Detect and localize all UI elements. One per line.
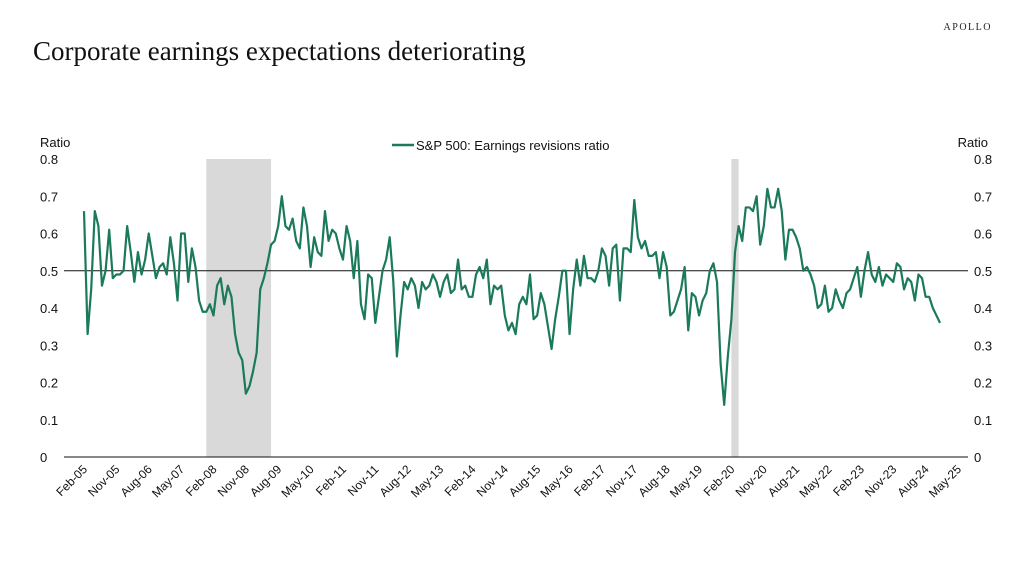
y-axis-right-label: Ratio [958, 135, 988, 150]
x-tick-label: May-22 [796, 462, 834, 500]
y-tick-right-label: 0.7 [974, 189, 992, 204]
x-tick-label: May-16 [537, 462, 575, 500]
y-tick-left-label: 0.8 [40, 152, 58, 167]
y-tick-left-label: 0.7 [40, 189, 58, 204]
y-tick-right-label: 0 [974, 450, 981, 465]
x-tick-label: May-07 [149, 462, 187, 500]
y-tick-left-label: 0.5 [40, 264, 58, 279]
x-tick-label: Nov-20 [733, 462, 770, 499]
x-tick-label: May-13 [408, 462, 446, 500]
y-tick-left-label: 0.1 [40, 413, 58, 428]
legend: S&P 500: Earnings revisions ratio [392, 138, 609, 153]
x-tick-label: Nov-14 [474, 462, 511, 499]
x-tick-label: Aug-15 [506, 462, 543, 499]
x-tick-label: Aug-18 [636, 462, 673, 499]
x-tick-label: Aug-24 [894, 462, 931, 499]
x-tick-label: May-10 [279, 462, 317, 500]
x-axis-ticks: Feb-05Nov-05Aug-06May-07Feb-08Nov-08Aug-… [53, 462, 964, 500]
y-tick-right-label: 0.6 [974, 227, 992, 242]
y-tick-left-label: 0.3 [40, 338, 58, 353]
y-tick-right-label: 0.8 [974, 152, 992, 167]
x-tick-label: Feb-08 [183, 462, 220, 499]
y-tick-right-label: 0.2 [974, 376, 992, 391]
y-tick-left-label: 0.6 [40, 227, 58, 242]
x-tick-label: May-19 [667, 462, 705, 500]
y-axis-right-ticks: 0 0.1 0.2 0.3 0.4 0.5 0.6 0.7 0.8 [974, 152, 992, 465]
y-tick-left-label: 0.4 [40, 301, 58, 316]
recession-shading [206, 159, 739, 457]
y-tick-right-label: 0.1 [974, 413, 992, 428]
x-tick-label: Feb-23 [830, 462, 867, 499]
x-tick-label: Feb-11 [313, 462, 349, 498]
x-tick-label: Aug-21 [765, 462, 802, 499]
x-tick-label: Aug-12 [377, 462, 414, 499]
y-tick-right-label: 0.3 [974, 338, 992, 353]
x-tick-label: Nov-08 [215, 462, 252, 499]
y-axis-left-label: Ratio [40, 135, 70, 150]
y-tick-left-label: 0 [40, 450, 47, 465]
x-tick-label: Feb-20 [701, 462, 738, 499]
brand-logo: APOLLO [943, 22, 992, 33]
shaded-period-1 [731, 159, 739, 457]
x-tick-label: Aug-06 [118, 462, 155, 499]
y-tick-right-label: 0.4 [974, 301, 992, 316]
x-tick-label: Feb-05 [53, 462, 90, 499]
y-tick-left-label: 0.2 [40, 376, 58, 391]
legend-label: S&P 500: Earnings revisions ratio [416, 138, 609, 153]
x-tick-label: Nov-11 [345, 462, 382, 499]
x-tick-label: Feb-17 [571, 462, 608, 499]
series-line-earnings-revisions [82, 187, 942, 406]
y-tick-right-label: 0.5 [974, 264, 992, 279]
x-tick-label: Nov-17 [603, 462, 640, 499]
shaded-period-0 [206, 159, 272, 457]
y-axis-left-ticks: 0 0.1 0.2 0.3 0.4 0.5 0.6 0.7 0.8 [40, 152, 58, 465]
x-tick-label: Nov-05 [85, 462, 122, 499]
page-title: Corporate earnings expectations deterior… [33, 36, 526, 66]
x-tick-label: May-25 [926, 462, 964, 500]
x-tick-label: Nov-23 [862, 462, 899, 499]
x-tick-label: Feb-14 [442, 462, 479, 499]
x-tick-label: Aug-09 [247, 462, 284, 499]
